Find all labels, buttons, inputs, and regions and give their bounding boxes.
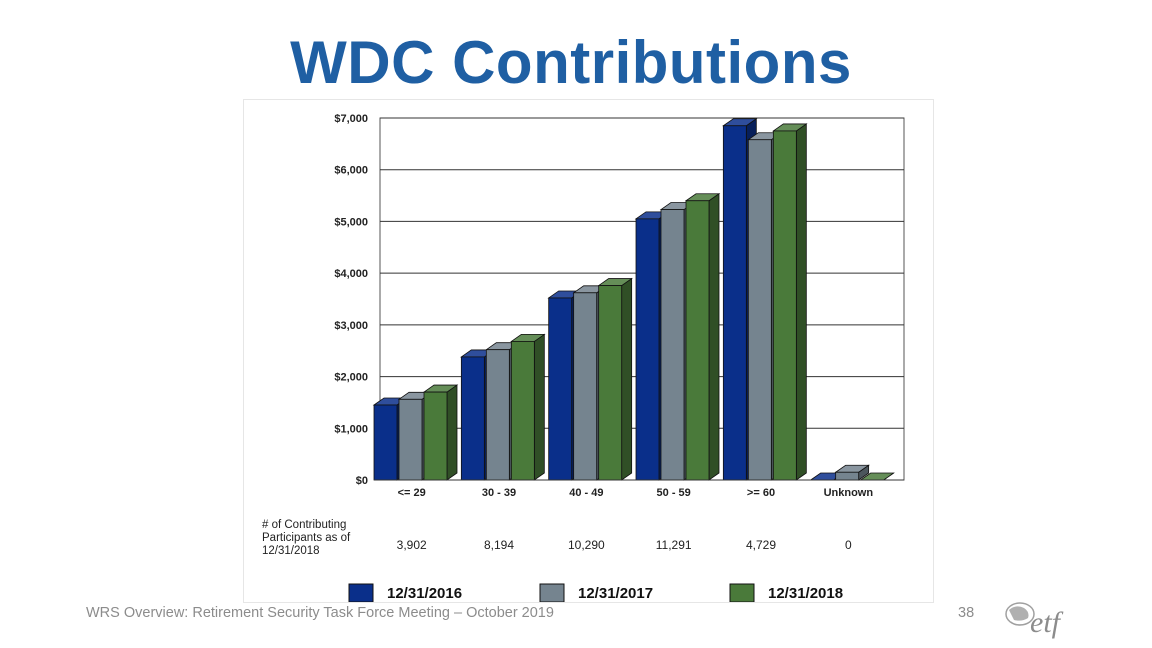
y-tick-label: $5,000 bbox=[334, 216, 368, 228]
participants-count: 8,194 bbox=[484, 538, 514, 552]
legend-label: 12/31/2018 bbox=[768, 585, 843, 602]
legend-swatch bbox=[348, 583, 374, 602]
footer-text: WRS Overview: Retirement Security Task F… bbox=[86, 605, 554, 621]
participants-label: Participants as of bbox=[262, 532, 351, 544]
x-tick-label: <= 29 bbox=[398, 487, 426, 499]
globe-icon bbox=[1005, 602, 1035, 626]
participants-count: 11,291 bbox=[656, 538, 692, 552]
slide-title: WDC Contributions bbox=[290, 29, 852, 96]
legend-item: 12/31/2017 bbox=[539, 583, 653, 602]
legend-swatch bbox=[729, 583, 755, 602]
x-tick-label: 30 - 39 bbox=[482, 487, 516, 499]
x-tick-label: Unknown bbox=[824, 487, 874, 499]
page-number: 38 bbox=[958, 605, 975, 621]
y-tick-label: $4,000 bbox=[334, 268, 368, 280]
y-tick-label: $7,000 bbox=[334, 113, 368, 125]
participants-label: # of Contributing bbox=[262, 519, 346, 531]
bar bbox=[772, 123, 808, 481]
x-tick-label: 40 - 49 bbox=[569, 487, 603, 499]
y-tick-label: $3,000 bbox=[334, 320, 368, 332]
bar bbox=[597, 277, 633, 481]
y-tick-label: $1,000 bbox=[334, 423, 368, 435]
participants-count: 3,902 bbox=[397, 538, 427, 552]
chart-legend: 12/31/2016 12/31/2017 12/31/2018 bbox=[348, 583, 843, 602]
participants-count: 4,729 bbox=[746, 538, 776, 552]
legend-label: 12/31/2016 bbox=[387, 585, 462, 602]
bar bbox=[422, 384, 459, 481]
bar bbox=[684, 192, 721, 481]
legend-label: 12/31/2017 bbox=[578, 585, 653, 602]
chart-bars bbox=[372, 117, 895, 481]
chart-panel: $0 $1,000 $2,000 $3,000 $4,000 $5,000 $6,000 $7… bbox=[244, 100, 933, 602]
chart-axes: $0 $1,000 $2,000 $3,000 $4,000 $5,000 $6,000 $7… bbox=[334, 113, 898, 499]
bar-chart: $0 $1,000 $2,000 $3,000 $4,000 $5,000 $6,000 $7… bbox=[262, 113, 905, 602]
participants-label: 12/31/2018 bbox=[262, 545, 320, 557]
participants-count: 0 bbox=[845, 538, 852, 552]
logo-text: etf bbox=[1030, 606, 1064, 639]
etf-logo: etf bbox=[1005, 602, 1064, 639]
y-tick-label: $0 bbox=[356, 475, 368, 487]
x-tick-label: >= 60 bbox=[747, 487, 775, 499]
y-tick-label: $2,000 bbox=[334, 372, 368, 384]
x-tick-label: 50 - 59 bbox=[657, 487, 691, 499]
participants-count: 10,290 bbox=[568, 538, 605, 552]
bar bbox=[510, 333, 546, 481]
y-tick-label: $6,000 bbox=[334, 165, 368, 177]
legend-item: 12/31/2016 bbox=[348, 583, 462, 602]
legend-swatch bbox=[539, 583, 565, 602]
legend-item: 12/31/2018 bbox=[729, 583, 843, 602]
